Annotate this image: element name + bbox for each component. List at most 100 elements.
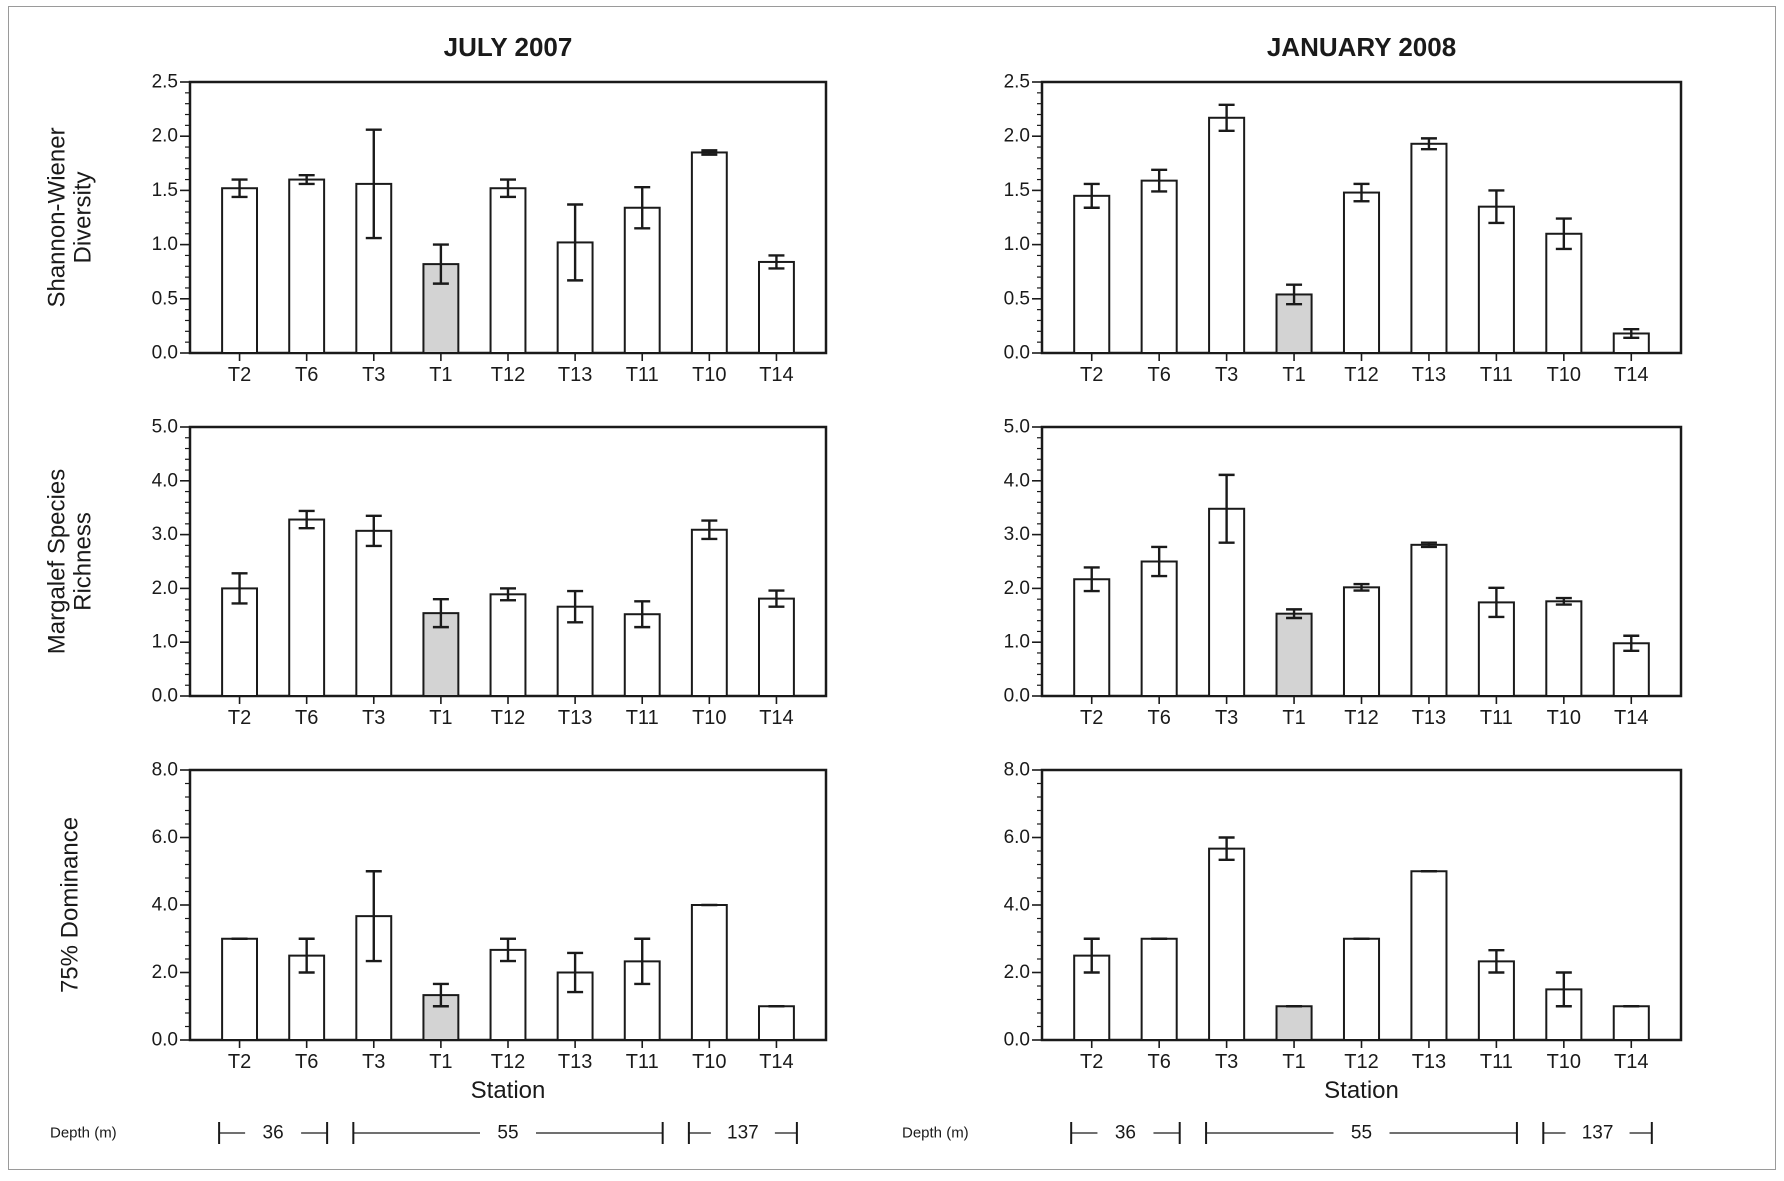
x-tick-label: T11	[1480, 364, 1513, 386]
bar	[1342, 937, 1381, 1041]
y-tick-label: 4.0	[1004, 470, 1030, 491]
y-tick-label: 2.0	[1004, 126, 1030, 147]
depth-value: 55	[497, 1123, 518, 1144]
y-tick-label: 3.0	[1004, 524, 1030, 545]
y-tick-label: 0.0	[152, 686, 178, 707]
x-tick-label: T12	[491, 1051, 525, 1073]
x-tick-label: T1	[429, 364, 452, 386]
bar	[221, 587, 259, 698]
x-tick-label: T10	[1547, 364, 1581, 386]
y-tick-label: 0.0	[1004, 1030, 1030, 1051]
bar	[288, 178, 326, 354]
y-tick-label: 0.0	[152, 343, 178, 364]
chart-panel: 0.0 2.0 4.0 6.0 8.0 T2 T6 T3 T1 T12 T13 T11 T10 T14 St…	[1004, 760, 1683, 1104]
bar	[221, 187, 259, 354]
y-tick-label: 2.0	[1004, 578, 1030, 599]
y-tick-label: 1.5	[152, 180, 178, 201]
bar	[1612, 1005, 1650, 1041]
x-tick-label: T14	[1614, 707, 1648, 729]
x-tick-label: T12	[1344, 707, 1378, 729]
bar	[355, 529, 393, 697]
y-tick-label: 2.5	[1004, 72, 1030, 93]
bar	[1140, 179, 1178, 354]
depth-scale: Depth (m) 36 55 137	[902, 1122, 1653, 1144]
bar	[1140, 937, 1178, 1041]
bar	[1140, 560, 1178, 697]
column-title: JANUARY 2008	[1267, 32, 1456, 62]
depth-value: 55	[1351, 1123, 1372, 1144]
x-tick-label: T12	[491, 707, 525, 729]
y-tick-label: 0.0	[1004, 686, 1030, 707]
y-tick-label: 8.0	[1004, 760, 1030, 781]
x-tick-label: T1	[429, 1051, 452, 1073]
y-tick-label: 0.0	[152, 1030, 178, 1051]
x-tick-label: T11	[626, 1051, 659, 1073]
x-tick-label: T13	[1412, 1051, 1446, 1073]
chart-panel: 0.0 0.5 1.0 1.5 2.0 2.5 T2 T6 T3 T1 T12 T13 T11 T10 T1…	[152, 72, 828, 386]
x-tick-label: T12	[1344, 1051, 1378, 1073]
y-tick-label: 1.0	[152, 234, 178, 255]
x-tick-label: T10	[692, 364, 726, 386]
chart-panel: 0.0 2.0 4.0 6.0 8.0 T2 T6 T3 T1 T12 T13 T11 T10 T14 St…	[152, 760, 828, 1104]
x-tick-label: T10	[1547, 1051, 1581, 1073]
y-tick-label: 1.0	[152, 632, 178, 653]
x-tick-label: T1	[1282, 707, 1305, 729]
y-axis-label: 75% Dominance	[57, 817, 84, 993]
x-tick-label: T3	[1215, 364, 1238, 386]
y-tick-label: 1.5	[1004, 180, 1030, 201]
bar	[489, 187, 527, 354]
bar	[1073, 194, 1111, 354]
y-tick-label: 6.0	[152, 827, 178, 848]
x-axis-title: Station	[1324, 1077, 1399, 1104]
y-tick-label: 6.0	[1004, 827, 1030, 848]
x-tick-label: T11	[626, 707, 659, 729]
y-tick-label: 4.0	[152, 470, 178, 491]
y-axis-label: Richness	[70, 512, 97, 611]
x-tick-label: T13	[558, 707, 592, 729]
x-tick-label: T2	[1080, 364, 1103, 386]
y-tick-label: 4.0	[1004, 895, 1030, 916]
bar	[288, 518, 326, 698]
depth-value: 36	[1115, 1123, 1136, 1144]
bar	[757, 1005, 795, 1041]
bar	[489, 948, 527, 1042]
x-tick-label: T2	[228, 1051, 251, 1073]
x-tick-label: T3	[362, 364, 385, 386]
bar	[1208, 116, 1246, 354]
x-tick-label: T6	[1147, 707, 1170, 729]
x-tick-label: T14	[1614, 1051, 1648, 1073]
x-tick-label: T6	[295, 707, 318, 729]
y-tick-label: 2.0	[152, 578, 178, 599]
bar	[757, 597, 795, 698]
x-tick-label: T3	[1215, 707, 1238, 729]
x-tick-label: T11	[1480, 707, 1513, 729]
y-axis-label: Shannon-Wiener	[44, 127, 71, 307]
bar	[1545, 600, 1583, 698]
chart-panel: 0.0 1.0 2.0 3.0 4.0 5.0 T2 T6 T3 T1 T12 T13 T11 T10 T1…	[1004, 417, 1683, 729]
x-tick-label: T12	[1344, 364, 1378, 386]
depth-label: Depth (m)	[902, 1125, 969, 1142]
y-tick-label: 8.0	[152, 760, 178, 781]
bar	[690, 904, 728, 1041]
x-tick-label: T2	[228, 707, 251, 729]
bar	[1477, 205, 1515, 354]
bar	[1342, 586, 1381, 697]
chart-panel: 0.0 0.5 1.0 1.5 2.0 2.5 T2 T6 T3 T1 T12 T13 T11 T10 T1…	[1004, 72, 1683, 386]
y-tick-label: 5.0	[152, 417, 178, 438]
x-tick-label: T1	[1282, 1051, 1305, 1073]
x-tick-label: T1	[1282, 364, 1305, 386]
x-tick-label: T14	[1614, 364, 1648, 386]
column-title: JULY 2007	[444, 32, 573, 62]
y-tick-label: 4.0	[152, 895, 178, 916]
depth-label: Depth (m)	[50, 1125, 117, 1142]
bar	[1275, 612, 1313, 697]
x-axis-title: Station	[471, 1077, 546, 1104]
x-tick-label: T13	[558, 1051, 592, 1073]
y-tick-label: 0.0	[1004, 343, 1030, 364]
x-tick-label: T11	[626, 364, 659, 386]
x-tick-label: T6	[295, 1051, 318, 1073]
y-tick-label: 3.0	[152, 524, 178, 545]
bar	[757, 260, 795, 354]
x-tick-label: T14	[759, 364, 793, 386]
